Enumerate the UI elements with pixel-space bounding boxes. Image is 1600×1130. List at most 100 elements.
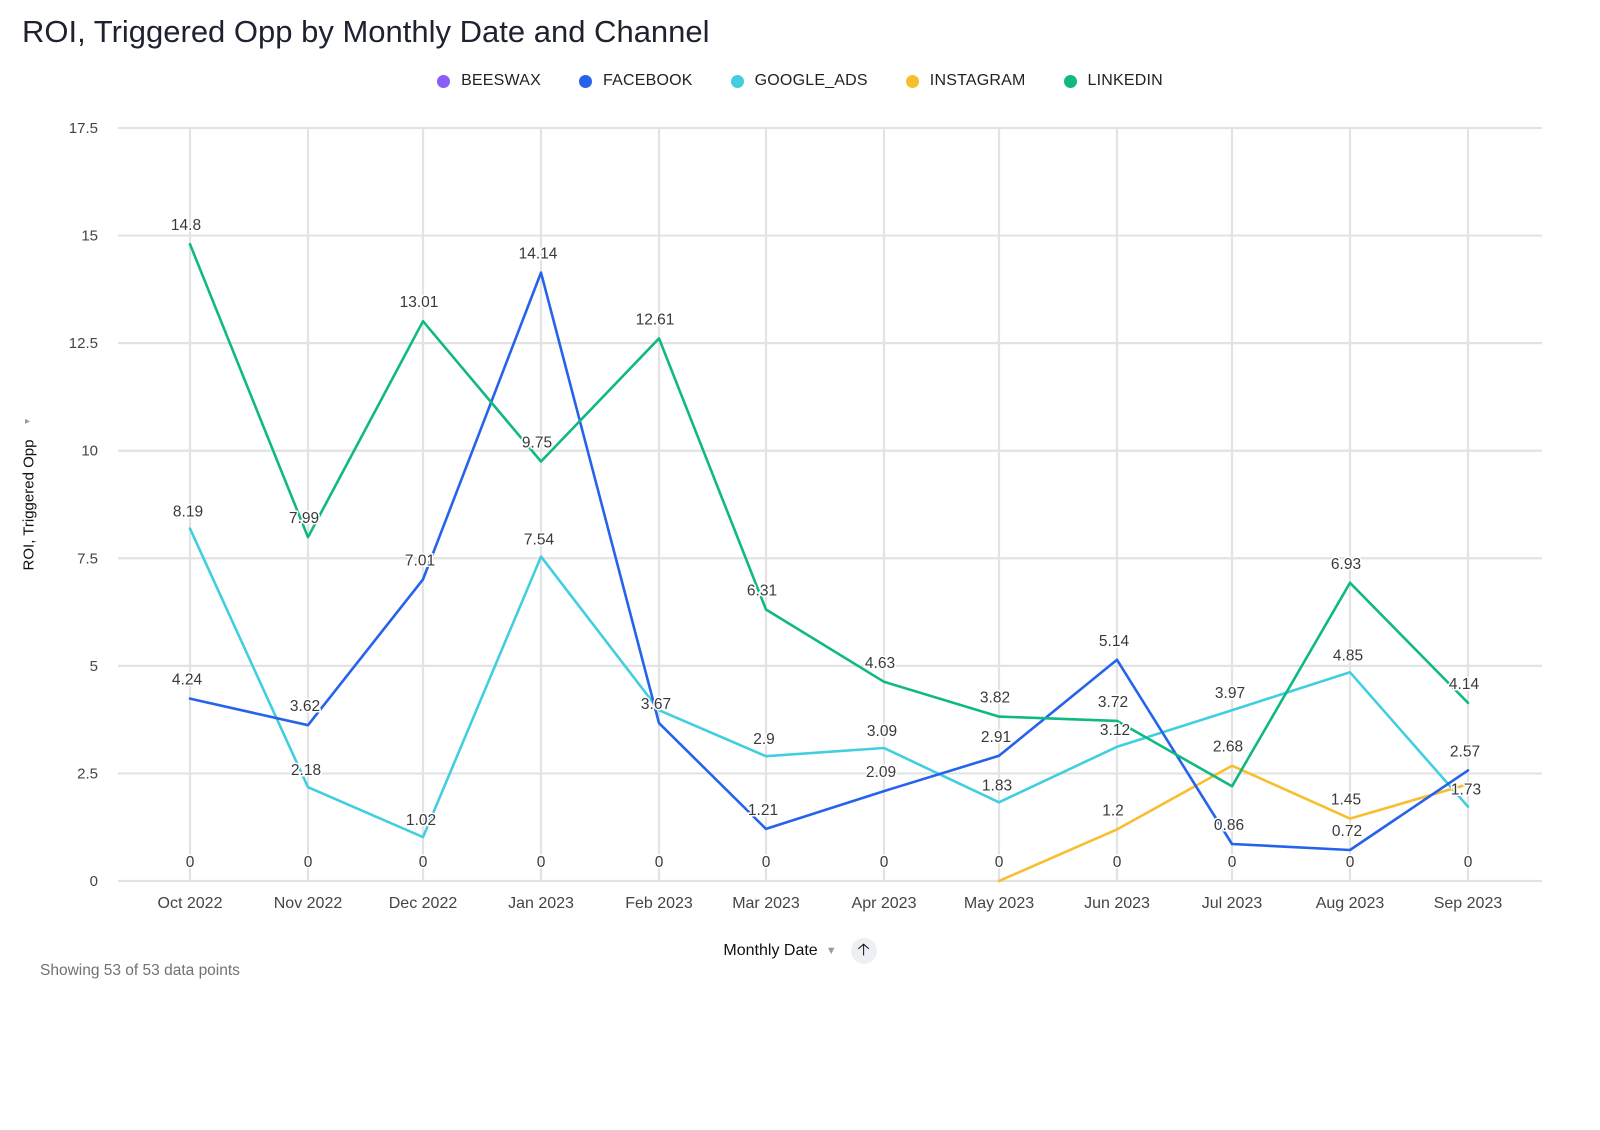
legend-swatch bbox=[905, 74, 919, 88]
data-label-linkedin: 12.61 bbox=[636, 311, 675, 328]
x-tick-label: Sep 2023 bbox=[1434, 895, 1503, 912]
data-label-facebook: 3.67 bbox=[641, 696, 671, 713]
data-label-facebook: 3.62 bbox=[290, 698, 320, 715]
legend-item-beeswax[interactable]: BEESWAX bbox=[437, 72, 541, 90]
data-points-note: Showing 53 of 53 data points bbox=[40, 962, 240, 979]
x-tick-label: Jul 2023 bbox=[1202, 895, 1263, 912]
legend-item-google_ads[interactable]: GOOGLE_ADS bbox=[730, 72, 868, 90]
x-tick-label: Feb 2023 bbox=[625, 895, 693, 912]
data-label-beeswax: 0 bbox=[1464, 854, 1473, 871]
series-line-instagram[interactable] bbox=[997, 764, 1470, 883]
data-label-beeswax: 0 bbox=[186, 854, 195, 871]
x-axis-title: Monthly Date bbox=[723, 942, 818, 959]
x-tick-label: Jun 2023 bbox=[1084, 895, 1150, 912]
data-label-beeswax: 0 bbox=[419, 854, 428, 871]
data-label-google_ads: 3.09 bbox=[867, 723, 897, 740]
data-label-facebook: 2.09 bbox=[866, 764, 896, 781]
arrow-up-icon: 🡡 bbox=[857, 939, 870, 959]
data-label-google_ads: 1.83 bbox=[982, 777, 1012, 794]
y-tick-label: 10 bbox=[81, 443, 98, 460]
data-label-beeswax: 0 bbox=[1346, 854, 1355, 871]
data-label-beeswax: 0 bbox=[762, 854, 771, 871]
data-label-facebook: 7.01 bbox=[405, 552, 435, 569]
data-label-linkedin: 6.93 bbox=[1331, 556, 1361, 573]
legend-label: GOOGLE_ADS bbox=[754, 72, 868, 89]
y-tick-label: 7.5 bbox=[77, 550, 98, 567]
y-axis-menu-icon[interactable]: ▸ bbox=[25, 416, 31, 427]
series-line-linkedin[interactable] bbox=[188, 242, 1470, 788]
y-tick-label: 5 bbox=[90, 658, 98, 675]
x-tick-label: Nov 2022 bbox=[274, 895, 343, 912]
data-label-linkedin: 9.75 bbox=[522, 434, 552, 451]
x-tick-label: Mar 2023 bbox=[732, 895, 800, 912]
data-label-beeswax: 0 bbox=[537, 854, 546, 871]
data-label-google_ads: 7.54 bbox=[524, 532, 555, 549]
data-label-beeswax: 0 bbox=[1113, 854, 1122, 871]
series-line-facebook[interactable] bbox=[188, 271, 1470, 852]
data-label-linkedin: 3.82 bbox=[980, 690, 1010, 707]
data-label-facebook: 2.91 bbox=[981, 729, 1011, 746]
legend-item-facebook[interactable]: FACEBOOK bbox=[579, 72, 693, 90]
x-tick-label: Oct 2022 bbox=[158, 895, 223, 912]
data-label-beeswax: 0 bbox=[655, 854, 664, 871]
legend-label: INSTAGRAM bbox=[929, 72, 1026, 89]
legend-item-instagram[interactable]: INSTAGRAM bbox=[905, 72, 1026, 90]
data-label-facebook: 0.86 bbox=[1214, 817, 1244, 834]
data-label-facebook: 0.72 bbox=[1332, 823, 1362, 840]
grid bbox=[118, 126, 1542, 883]
data-label-google_ads: 2.18 bbox=[291, 762, 321, 779]
data-label-facebook: 14.14 bbox=[519, 246, 558, 263]
x-axis-title-bar: Monthly Date ▼ 🡡 bbox=[0, 938, 1600, 964]
legend-item-linkedin[interactable]: LINKEDIN bbox=[1063, 72, 1163, 90]
data-label-instagram: 1.2 bbox=[1102, 802, 1124, 819]
y-tick-label: 12.5 bbox=[69, 335, 98, 352]
data-label-beeswax: 0 bbox=[1228, 854, 1237, 871]
data-label-instagram: 2.68 bbox=[1213, 739, 1243, 756]
data-labels: 0 0 0 0 0 0 0 0 0 0 0 0 8.19 2.18 1.02 7.54 2.9 3.09 1.83 3… bbox=[169, 216, 1482, 873]
x-tick-label: Apr 2023 bbox=[852, 895, 917, 912]
legend-swatch bbox=[1063, 74, 1077, 88]
y-axis-title: ROI, Triggered Opp bbox=[20, 439, 38, 571]
data-label-google_ads: 8.19 bbox=[173, 504, 203, 521]
data-label-linkedin: 6.31 bbox=[747, 582, 777, 599]
caret-down-icon[interactable]: ▼ bbox=[825, 945, 837, 957]
legend-swatch bbox=[730, 74, 744, 88]
legend-label: FACEBOOK bbox=[603, 72, 693, 89]
chart-title: ROI, Triggered Opp by Monthly Date and C… bbox=[22, 14, 710, 49]
sort-ascending-button[interactable]: 🡡 bbox=[850, 938, 877, 964]
data-label-linkedin: 7.99 bbox=[289, 510, 319, 527]
legend-label: LINKEDIN bbox=[1087, 72, 1163, 89]
x-tick-label: Jan 2023 bbox=[508, 895, 574, 912]
data-label-facebook: 1.21 bbox=[748, 802, 778, 819]
series-line-google_ads[interactable] bbox=[188, 527, 1470, 839]
legend-label: BEESWAX bbox=[461, 72, 542, 89]
x-tick-label: May 2023 bbox=[964, 895, 1034, 912]
data-label-google_ads: 4.85 bbox=[1333, 647, 1363, 664]
x-axis-ticks: Oct 2022 Nov 2022 Dec 2022 Jan 2023 Feb 2023… bbox=[158, 895, 1503, 912]
y-axis-ticks: 0 2.5 5 7.5 10 12.5 15 17.5 bbox=[69, 120, 98, 890]
data-label-linkedin: 4.63 bbox=[865, 655, 895, 672]
series-lines bbox=[188, 242, 1470, 883]
data-label-linkedin: 14.8 bbox=[171, 217, 201, 234]
data-label-beeswax: 0 bbox=[304, 854, 313, 871]
legend: BEESWAX FACEBOOK GOOGLE_ADS INSTAGRAM LINKED… bbox=[0, 72, 1600, 90]
data-label-beeswax: 0 bbox=[995, 854, 1004, 871]
data-label-facebook: 5.14 bbox=[1099, 633, 1130, 650]
y-tick-label: 15 bbox=[81, 228, 98, 245]
data-label-facebook: 4.24 bbox=[172, 672, 203, 689]
data-label-instagram: 1.45 bbox=[1331, 792, 1361, 809]
data-label-google_ads: 2.9 bbox=[753, 731, 775, 748]
x-tick-label: Dec 2022 bbox=[389, 895, 458, 912]
legend-swatch bbox=[579, 74, 593, 88]
data-label-linkedin: 4.14 bbox=[1449, 676, 1480, 693]
x-tick-label: Aug 2023 bbox=[1316, 895, 1385, 912]
data-label-google_ads: 3.97 bbox=[1215, 685, 1245, 702]
data-label-linkedin: 13.01 bbox=[400, 294, 439, 311]
y-tick-label: 2.5 bbox=[77, 765, 98, 782]
data-label-beeswax: 0 bbox=[880, 854, 889, 871]
y-tick-label: 17.5 bbox=[69, 120, 98, 137]
legend-swatch bbox=[437, 74, 451, 88]
data-label-facebook: 2.57 bbox=[1450, 743, 1480, 760]
data-label-google_ads: 1.73 bbox=[1451, 782, 1481, 799]
